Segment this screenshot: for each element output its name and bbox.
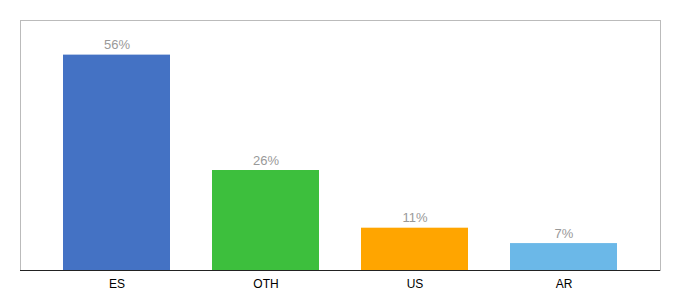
svg-text:11%: 11% (402, 210, 427, 225)
svg-text:26%: 26% (253, 153, 279, 168)
svg-text:US: US (407, 277, 424, 291)
svg-text:AR: AR (556, 277, 573, 291)
svg-text:ES: ES (109, 277, 125, 291)
svg-text:56%: 56% (104, 37, 130, 52)
svg-text:7%: 7% (555, 226, 574, 241)
svg-text:OTH: OTH (253, 277, 278, 291)
